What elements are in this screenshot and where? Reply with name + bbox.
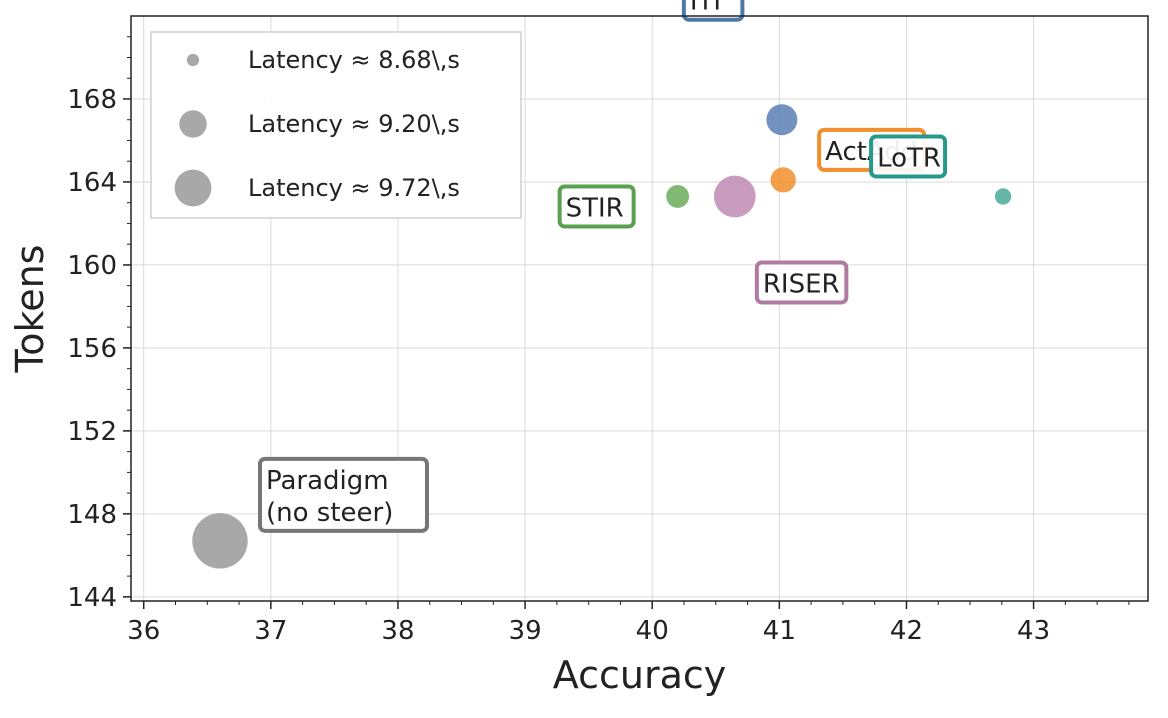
point-actadd	[770, 167, 796, 193]
legend: Latency ≈ 8.68\,s Latency ≈ 9.20\,s Latenc…	[150, 31, 522, 219]
x-tick-label: 36	[127, 616, 160, 646]
y-tick-label: 168	[67, 85, 117, 115]
legend-label: Latency ≈ 8.68\,s	[248, 46, 460, 74]
y-tick-label: 152	[67, 417, 117, 447]
point-paradigm	[192, 513, 248, 569]
legend-marker	[179, 110, 207, 138]
label-text: RISER	[763, 269, 840, 299]
label-text: LoTR	[877, 143, 941, 173]
label-text: Paradigm	[266, 466, 389, 496]
point-riser	[713, 175, 756, 218]
legend-marker	[186, 53, 200, 67]
x-tick-label: 41	[763, 616, 796, 646]
label-paradigm: Paradigm(no steer)	[257, 456, 429, 533]
legend-box	[150, 31, 522, 219]
legend-marker	[174, 169, 212, 207]
label-lotr: LoTR	[869, 134, 948, 179]
y-tick-label: 164	[67, 168, 117, 198]
y-tick-label: 144	[67, 583, 117, 613]
y-axis-label: Tokens	[8, 245, 52, 374]
data-points	[192, 104, 1012, 569]
point-lotr	[994, 188, 1012, 205]
x-tick-label: 38	[381, 616, 414, 646]
label-box	[557, 184, 636, 229]
label-box	[754, 260, 849, 305]
label-stir: STIR	[557, 184, 636, 229]
x-tick-label: 40	[636, 616, 669, 646]
x-tick-label: 37	[254, 616, 287, 646]
point-labels: Paradigm(no steer)STIRITIActAddLoTRRISER	[257, 0, 948, 533]
y-tick-label: 148	[67, 500, 117, 530]
point-iti	[766, 104, 798, 136]
label-iti: ITI	[681, 0, 745, 22]
label-text: STIR	[566, 193, 624, 223]
axes: 36 37 38 39 40 41 42 43 144 148 152 156 160 164 168	[67, 15, 1149, 646]
plot-frame	[130, 15, 1149, 602]
legend-label: Latency ≈ 9.20\,s	[248, 110, 460, 138]
label-box	[681, 0, 745, 22]
x-axis-label: Accuracy	[553, 653, 727, 697]
label-riser: RISER	[754, 260, 849, 305]
x-tick-label: 42	[890, 616, 923, 646]
x-tick-label: 43	[1017, 616, 1050, 646]
label-box	[257, 456, 429, 533]
label-text: (no steer)	[266, 498, 393, 528]
label-text: ITI	[690, 0, 721, 17]
legend-label: Latency ≈ 9.72\,s	[248, 174, 460, 202]
x-tick-label: 39	[509, 616, 542, 646]
label-box	[869, 134, 948, 179]
y-tick-label: 156	[67, 334, 117, 364]
point-stir	[666, 185, 690, 208]
y-tick-label: 160	[67, 251, 117, 281]
